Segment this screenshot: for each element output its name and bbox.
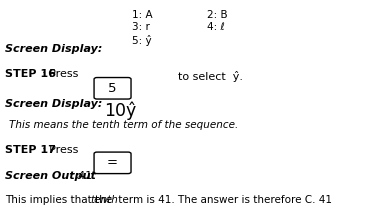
Text: tenth: tenth bbox=[91, 195, 119, 205]
Text: 3: r: 3: r bbox=[132, 22, 150, 32]
Text: 2: B: 2: B bbox=[207, 10, 227, 20]
Text: 10ŷ: 10ŷ bbox=[104, 101, 137, 120]
Text: : 41: : 41 bbox=[71, 171, 93, 181]
Text: 5: ŷ: 5: ŷ bbox=[132, 35, 152, 46]
Text: STEP 17: STEP 17 bbox=[5, 145, 56, 155]
FancyBboxPatch shape bbox=[94, 78, 131, 99]
Text: Screen Display:: Screen Display: bbox=[5, 99, 103, 109]
Text: STEP 16: STEP 16 bbox=[5, 69, 56, 79]
Text: 1: A: 1: A bbox=[132, 10, 152, 20]
Text: Screen Display:: Screen Display: bbox=[5, 44, 103, 54]
Text: term is 41. The answer is therefore C. 41: term is 41. The answer is therefore C. 4… bbox=[115, 195, 332, 205]
Text: =: = bbox=[107, 156, 118, 169]
Text: to select  ŷ.: to select ŷ. bbox=[178, 71, 243, 82]
Text: This means the tenth term of the sequence.: This means the tenth term of the sequenc… bbox=[9, 120, 238, 130]
Text: Screen Output: Screen Output bbox=[5, 171, 96, 181]
Text: : Press: : Press bbox=[42, 69, 78, 79]
Text: 4: ℓ: 4: ℓ bbox=[207, 22, 224, 32]
FancyBboxPatch shape bbox=[94, 152, 131, 174]
Text: 5: 5 bbox=[108, 82, 117, 95]
Text: : Press: : Press bbox=[42, 145, 78, 155]
Text: This implies that the: This implies that the bbox=[5, 195, 116, 205]
